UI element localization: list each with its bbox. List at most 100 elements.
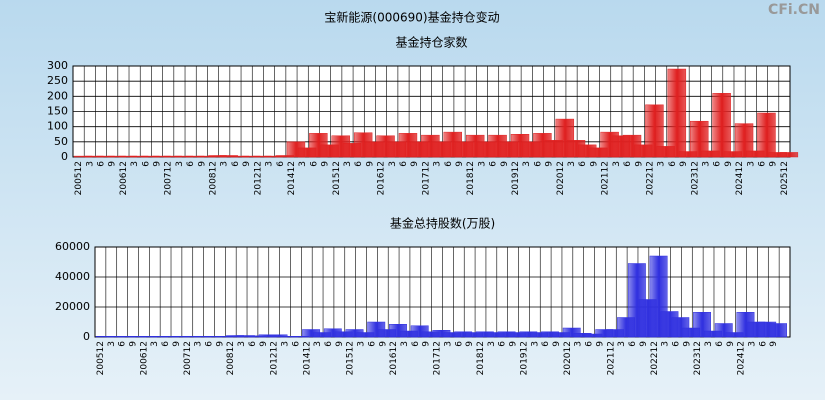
x-tick-label: 3 [567, 161, 577, 167]
x-tick-label: 9 [172, 341, 182, 347]
bar [779, 152, 799, 158]
x-tick-label: 6 [498, 341, 508, 347]
watermark: CFi.CN [768, 2, 820, 18]
x-tick-label: 9 [321, 161, 331, 167]
x-tick-label: 200712 [164, 161, 174, 195]
x-tick-label: 6 [444, 161, 454, 167]
x-tick-label: 202012 [563, 341, 573, 375]
x-tick-label: 202312 [693, 341, 703, 375]
x-tick-label: 201412 [287, 161, 297, 195]
x-tick-label: 3 [343, 161, 353, 167]
x-tick-label: 6 [367, 341, 377, 347]
x-tick-label: 3 [130, 161, 140, 167]
x-tick-label: 202012 [556, 161, 566, 195]
x-tick-label: 3 [265, 161, 275, 167]
x-tick-label: 3 [701, 161, 711, 167]
x-tick-label: 201912 [519, 341, 529, 375]
x-tick-label: 6 [757, 161, 767, 167]
x-tick-label: 6 [489, 161, 499, 167]
x-tick-label: 6 [628, 341, 638, 347]
x-tick-label: 3 [388, 161, 398, 167]
x-tick-label: 200712 [183, 341, 193, 375]
x-tick-label: 201512 [332, 161, 342, 195]
bar [769, 323, 787, 338]
x-tick-label: 9 [465, 341, 475, 347]
y-tick-label: 0 [61, 150, 68, 163]
x-tick-label: 6 [585, 341, 595, 347]
bar [645, 104, 664, 158]
bar [667, 68, 687, 158]
x-tick-label: 9 [500, 161, 510, 167]
x-tick-label: 9 [242, 161, 252, 167]
x-tick-label: 6 [118, 341, 128, 347]
x-tick-label: 6 [141, 161, 151, 167]
bar [712, 93, 731, 158]
x-tick-label: 3 [357, 341, 367, 347]
x-tick-label: 9 [422, 341, 432, 347]
x-tick-label: 202512 [780, 161, 790, 195]
x-tick-label: 9 [129, 341, 139, 347]
x-tick-label: 3 [661, 341, 671, 347]
x-tick-label: 3 [477, 161, 487, 167]
x-tick-label: 3 [746, 161, 756, 167]
bar [734, 123, 754, 158]
x-tick-label: 201612 [389, 341, 399, 375]
y-tick-label: 200 [47, 89, 68, 102]
x-tick-label: 200512 [74, 161, 84, 195]
y-tick-label: 0 [83, 330, 90, 343]
x-tick-label: 9 [197, 161, 207, 167]
x-tick-label: 9 [108, 161, 118, 167]
x-tick-label: 201812 [476, 341, 486, 375]
x-tick-label: 200812 [209, 161, 219, 195]
bar [269, 334, 288, 338]
page-title: 宝新能源(000690)基金持仓变动 [324, 10, 499, 25]
x-tick-label: 201412 [302, 341, 312, 375]
x-tick-label: 202312 [690, 161, 700, 195]
bar [690, 120, 709, 158]
x-tick-label: 201912 [511, 161, 521, 195]
x-tick-label: 6 [713, 161, 723, 167]
x-tick-label: 3 [400, 341, 410, 347]
x-tick-label: 9 [682, 341, 692, 347]
x-tick-label: 202112 [606, 341, 616, 375]
chart-title: 基金总持股数(万股) [390, 216, 495, 231]
x-tick-label: 6 [309, 161, 319, 167]
x-tick-label: 201712 [421, 161, 431, 195]
x-tick-label: 9 [545, 161, 555, 167]
x-tick-label: 9 [634, 161, 644, 167]
x-tick-label: 3 [107, 341, 117, 347]
x-tick-label: 3 [194, 341, 204, 347]
x-tick-label: 3 [281, 341, 291, 347]
x-tick-label: 9 [335, 341, 345, 347]
x-tick-label: 9 [509, 341, 519, 347]
x-tick-label: 3 [657, 161, 667, 167]
x-tick-label: 6 [399, 161, 409, 167]
y-tick-label: 60000 [55, 240, 90, 253]
x-tick-label: 6 [97, 161, 107, 167]
x-tick-label: 3 [612, 161, 622, 167]
x-tick-label: 202212 [650, 341, 660, 375]
bar [410, 325, 429, 338]
x-tick-label: 6 [354, 161, 364, 167]
x-tick-label: 3 [313, 341, 323, 347]
bar [562, 327, 581, 338]
y-tick-label: 250 [47, 74, 68, 87]
x-tick-label: 6 [541, 341, 551, 347]
x-tick-label: 3 [522, 161, 532, 167]
x-tick-label: 3 [237, 341, 247, 347]
y-tick-label: 50 [54, 135, 68, 148]
x-tick-label: 6 [248, 341, 258, 347]
x-tick-label: 6 [411, 341, 421, 347]
y-tick-label: 300 [47, 59, 68, 72]
x-tick-label: 9 [215, 341, 225, 347]
chart-title: 基金持仓家数 [395, 35, 467, 50]
x-tick-label: 3 [487, 341, 497, 347]
x-tick-label: 9 [679, 161, 689, 167]
x-tick-label: 6 [161, 341, 171, 347]
x-tick-label: 202212 [645, 161, 655, 195]
y-tick-label: 100 [47, 120, 68, 133]
x-tick-label: 3 [298, 161, 308, 167]
x-tick-label: 201212 [253, 161, 263, 195]
x-tick-label: 3 [574, 341, 584, 347]
